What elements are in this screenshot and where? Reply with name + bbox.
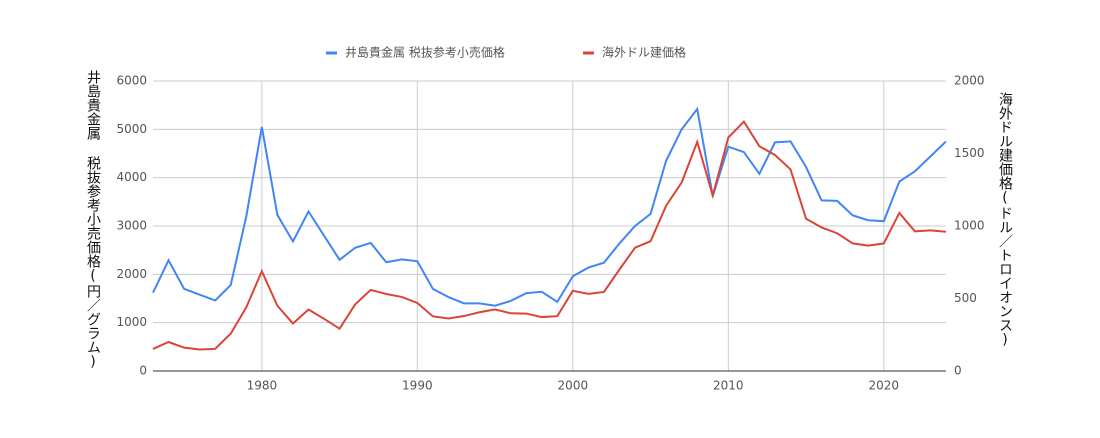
y-tick-label: 5000 [116,122,147,136]
y-tick-label: 1000 [116,315,147,329]
y-tick-label: 0 [139,364,147,378]
x-tick-label: 2000 [558,379,589,393]
x-tick-label: 1980 [247,379,278,393]
x-tick-label: 2010 [713,379,744,393]
legend-label: 海外ドル建価格 [602,45,686,60]
y-axis-title: 井島貴金属 税抜参考小売価格(円／グラム) [85,70,101,370]
y2-axis-title: 海外ドル建価格(ドル／トロイオンス) [997,92,1013,348]
y2-tick-label: 1500 [954,146,985,160]
y2-tick-label: 0 [954,364,962,378]
y-tick-label: 6000 [116,74,147,88]
x-tick-label: 1990 [402,379,433,393]
legend-label: 井島貴金属 税抜参考小売価格 [345,45,505,60]
series-line [152,119,947,351]
y-tick-label: 3000 [116,219,147,233]
x-tick-label: 2020 [869,379,900,393]
y2-tick-label: 2000 [954,74,985,88]
y-tick-label: 2000 [116,267,147,281]
series-line [152,106,947,307]
y2-tick-label: 1000 [954,219,985,233]
y-tick-label: 4000 [116,170,147,184]
y2-tick-label: 500 [954,291,977,305]
